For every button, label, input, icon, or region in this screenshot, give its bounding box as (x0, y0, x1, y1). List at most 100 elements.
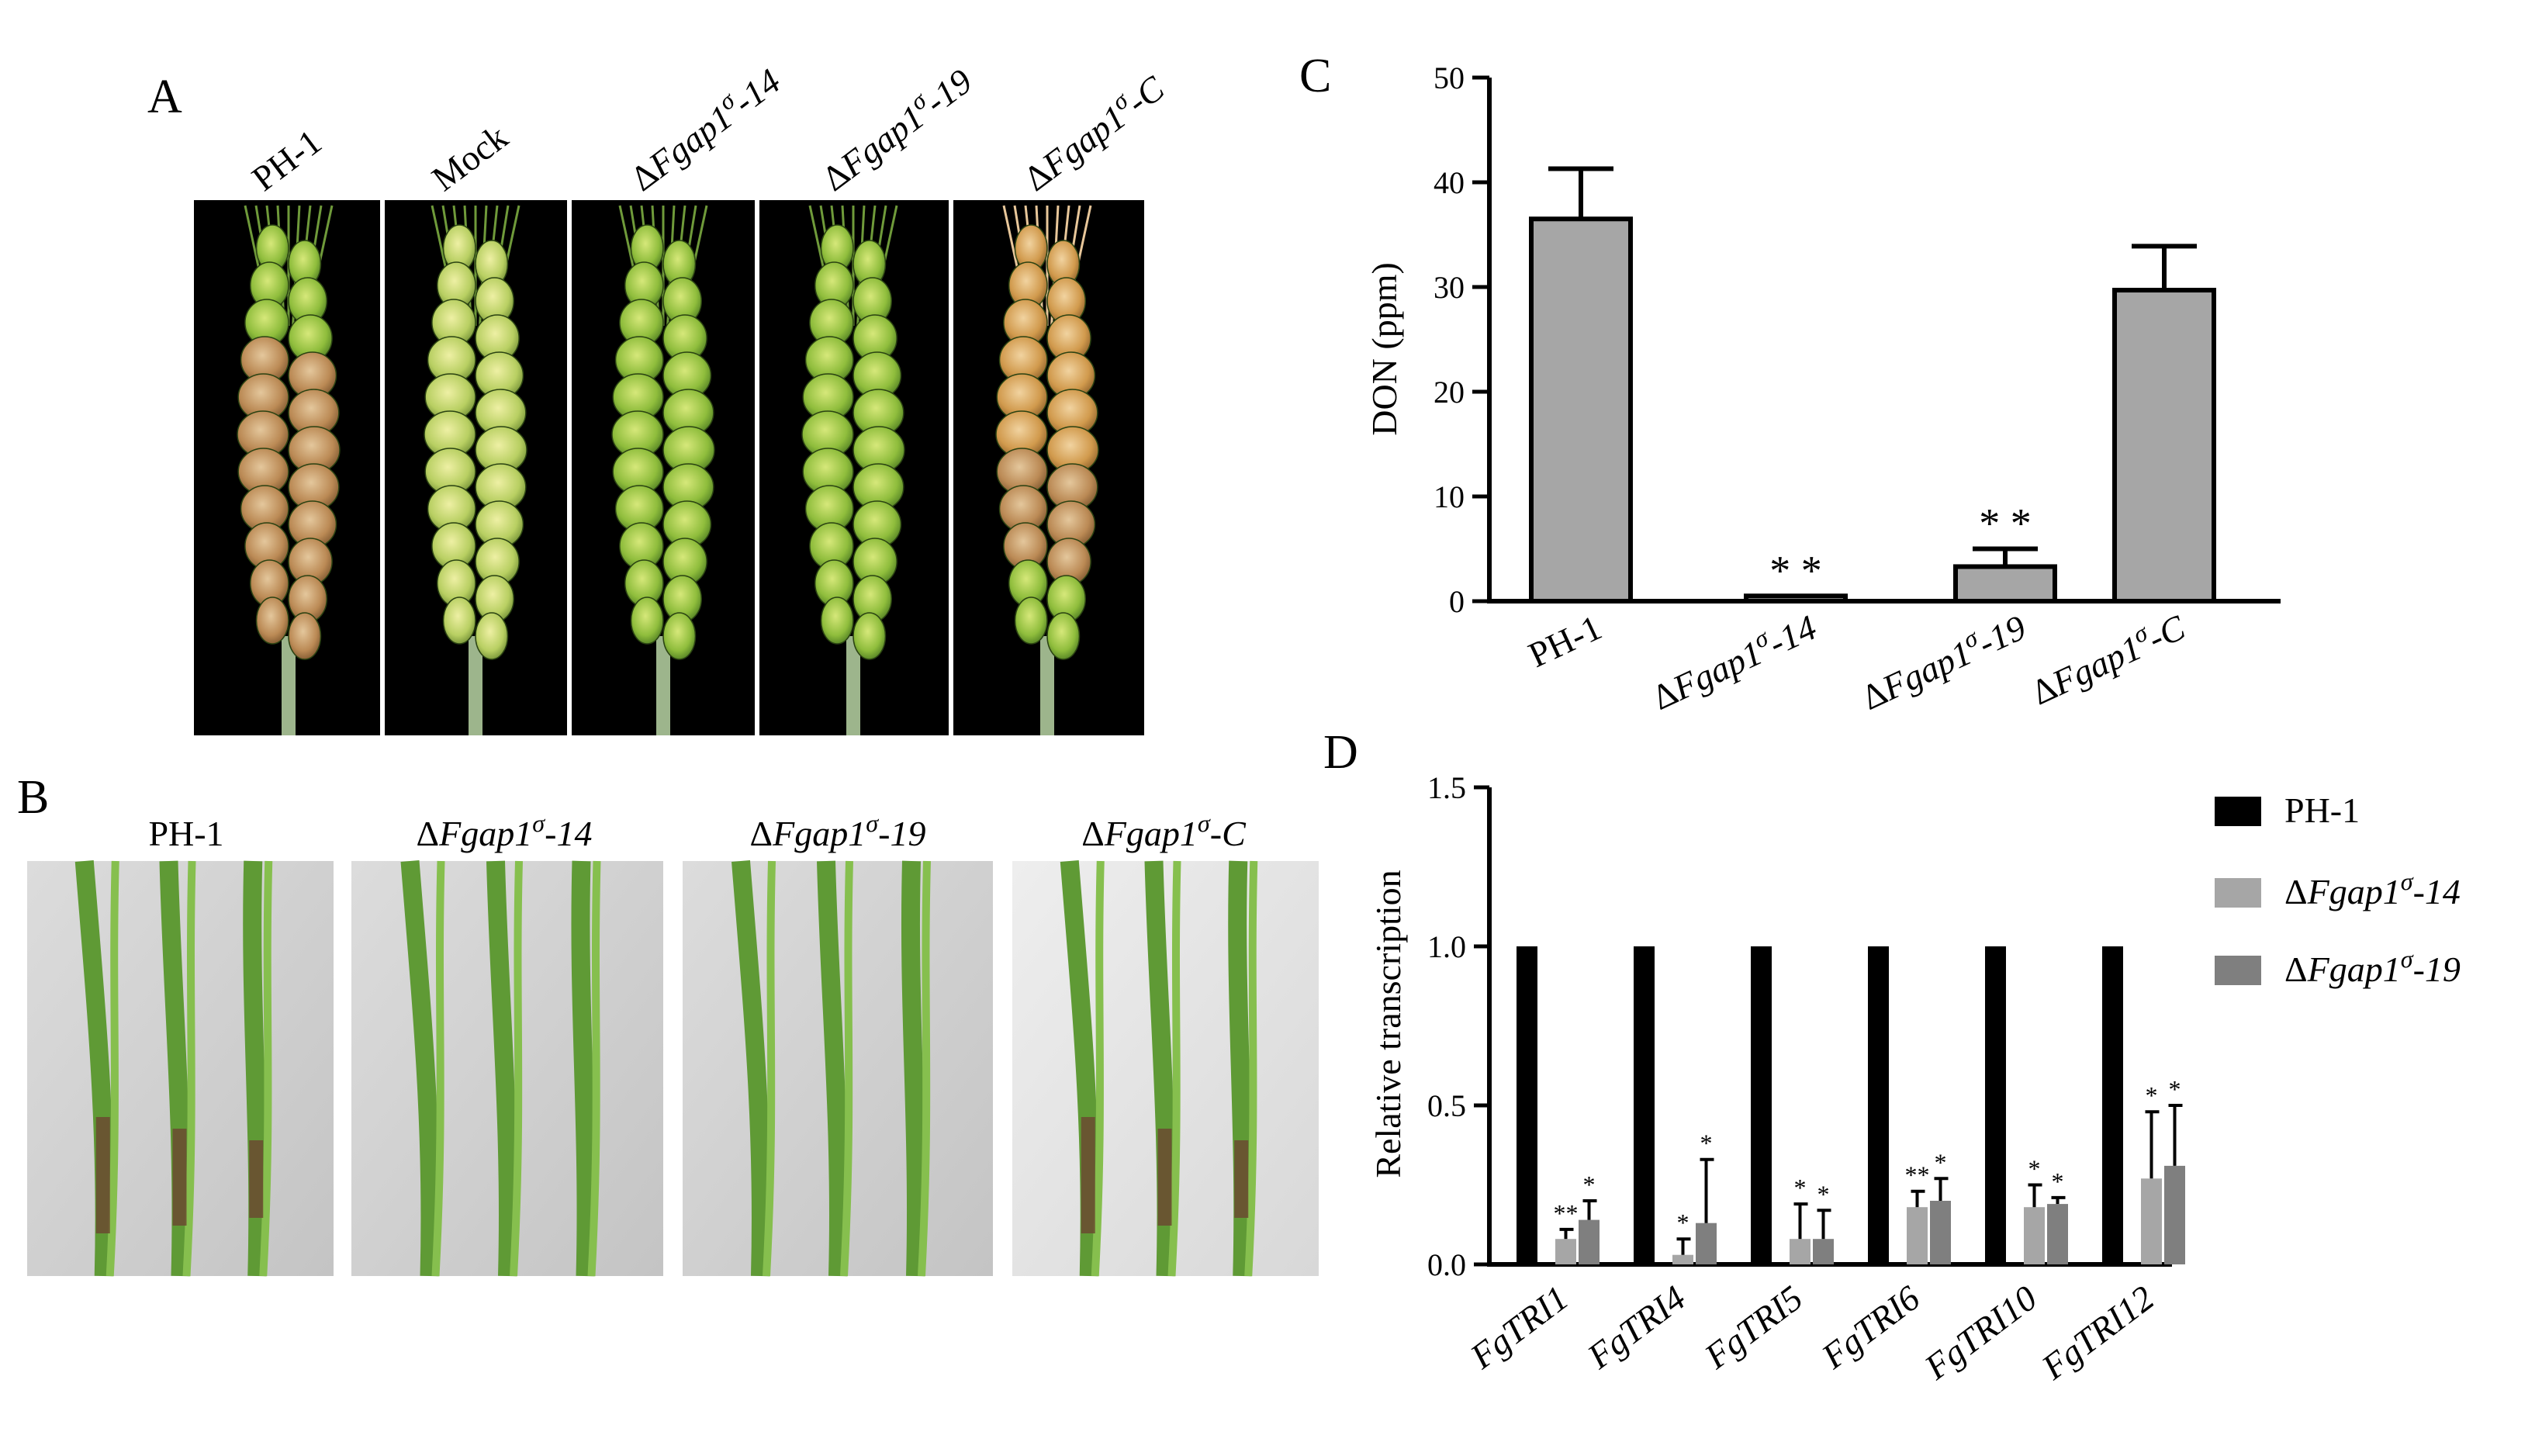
chart-d-bar (1555, 1239, 1576, 1264)
chart-d-significance: ** (1554, 1199, 1579, 1227)
seedling-stem (571, 860, 596, 1277)
chart-d-significance: * (1677, 1209, 1689, 1236)
chart-c-y-label: DON (ppm) (1364, 262, 1404, 436)
chart-d-legend-swatch (2215, 797, 2261, 826)
chart-d-bar (1751, 946, 1772, 1264)
chart-c-y-tick-label: 0 (1449, 584, 1465, 619)
chart-c-significance: * * (1769, 547, 1822, 593)
chart-d-x-tick-label: FgTRI12 (2034, 1278, 2161, 1387)
chart-d-y-tick-label: 0.0 (1427, 1247, 1466, 1282)
stem-lesion (249, 1140, 264, 1218)
chart-d-significance: ** (1905, 1161, 1930, 1189)
stem-lesion (1081, 1117, 1095, 1233)
chart-d-x-tick-label: FgTRI1 (1462, 1278, 1575, 1376)
chart-d-significance: * (2169, 1075, 2181, 1103)
chart-c-y-tick-label: 40 (1434, 165, 1465, 200)
chart-d-y-tick-label: 1.5 (1427, 770, 1466, 805)
chart-c-bar (1529, 216, 1633, 603)
panel-b-label: PH-1 (148, 814, 223, 853)
chart-d-bar (1985, 946, 2006, 1264)
chart-d-significance: * (1817, 1180, 1830, 1208)
wheat-spike (424, 205, 527, 735)
chart-d-legend-label: PH-1 (2284, 790, 2360, 830)
chart-d-bar (1634, 946, 1655, 1264)
chart-d-bar (2164, 1165, 2185, 1264)
chart-d-x-tick-label: FgTRI10 (1917, 1278, 2044, 1387)
chart-c-x-tick-label: ΔFgap1σ-19 (1853, 603, 2032, 718)
chart-d-bar (2024, 1207, 2045, 1264)
panel-a-label: PH-1 (244, 122, 328, 199)
chart-d-bar (2141, 1178, 2162, 1264)
chart-d-bar (2102, 946, 2123, 1264)
chart-d-x-tick-label: FgTRI4 (1579, 1278, 1693, 1376)
wheat-spike (995, 205, 1099, 735)
chart-c-y-tick-label: 20 (1434, 375, 1465, 410)
panel-b-label: ΔFgap1σ-19 (750, 809, 926, 853)
seedling-stem (486, 860, 517, 1277)
chart-d-significance: * (1583, 1171, 1596, 1198)
panel-a-label: ΔFgap1σ-14 (621, 57, 788, 199)
chart-c: 0 10 20 30 40 50 PH-1 * * ΔFgap1σ-14 * * ΔFgap1σ-… (1364, 61, 2281, 718)
panel-a-label: Mock (424, 117, 514, 199)
chart-d-bar (1672, 1254, 1693, 1264)
chart-d-bar (1930, 1201, 1951, 1264)
stem-lesion (1157, 1129, 1172, 1226)
chart-c-significance: * * (1979, 500, 2032, 547)
panel-b-photos (27, 860, 1319, 1277)
chart-c-x-tick-label: PH-1 (1523, 607, 1608, 675)
chart-d-legend-label: ΔFgap1σ-19 (2284, 945, 2461, 989)
chart-d-legend-swatch (2215, 878, 2261, 908)
chart-d-bar (1790, 1239, 1811, 1264)
seedling-stem (901, 860, 926, 1277)
chart-d-x-tick-label: FgTRI5 (1696, 1278, 1810, 1376)
chart-d-bar (1579, 1219, 1600, 1264)
panel-a-label: ΔFgap1σ-19 (812, 57, 980, 199)
wheat-spike (801, 205, 905, 735)
panel-a-photo-strip (194, 200, 1144, 735)
panel-label-d: D (1323, 726, 1358, 779)
panel-label-b: B (17, 771, 49, 824)
chart-c-x-tick-label: ΔFgap1σ-C (2023, 603, 2191, 713)
stem-lesion (1234, 1140, 1249, 1218)
chart-d-bar (1517, 946, 1537, 1264)
chart-d-significance: * (2146, 1081, 2158, 1109)
chart-c-bar (1953, 564, 2057, 604)
chart-d-significance: * (1700, 1129, 1713, 1157)
chart-d-legend-label: ΔFgap1σ-14 (2284, 867, 2461, 911)
seedling-stem (731, 860, 770, 1277)
seedling-stem (817, 860, 848, 1277)
chart-d-significance: * (2028, 1155, 2041, 1183)
chart-c-bar (1744, 593, 1848, 603)
wheat-spike (611, 205, 715, 735)
chart-d-bar (1868, 946, 1889, 1264)
stem-lesion (172, 1129, 187, 1226)
chart-d-significance: * (1935, 1148, 1947, 1176)
chart-d-y-label: Relative transcription (1368, 870, 1408, 1178)
chart-d-bar (1907, 1207, 1928, 1264)
chart-d-x-tick-label: FgTRI6 (1814, 1278, 1927, 1376)
chart-c-bar (2112, 288, 2216, 603)
wheat-spike (237, 205, 341, 735)
chart-d-bar (1696, 1223, 1717, 1264)
chart-d-bar (2047, 1204, 2068, 1264)
seedling-stem (400, 860, 440, 1277)
chart-c-y-tick-label: 10 (1434, 479, 1465, 514)
panel-b-label: ΔFgap1σ-C (1081, 809, 1247, 853)
panel-a-label: ΔFgap1σ-C (1014, 64, 1172, 199)
panel-b-label: ΔFgap1σ-14 (417, 809, 593, 853)
chart-d-bar (1813, 1239, 1834, 1264)
stem-lesion (95, 1117, 110, 1233)
chart-d-legend-swatch (2215, 956, 2261, 985)
chart-d-significance: * (2052, 1167, 2064, 1195)
chart-c-y-tick-label: 30 (1434, 270, 1465, 305)
chart-c-x-tick-label: ΔFgap1σ-14 (1644, 603, 1822, 718)
chart-d: 0.00.51.01.5 ***FgTRI1**FgTRI4* *FgTRI5**… (1368, 770, 2461, 1388)
chart-d-y-tick-label: 1.0 (1427, 929, 1466, 964)
panel-label-a: A (147, 71, 182, 123)
chart-d-legend: PH-1 ΔFgap1σ-14 ΔFgap1σ-19 (2215, 790, 2461, 989)
chart-d-significance: * (1794, 1174, 1807, 1202)
panel-label-c: C (1299, 50, 1331, 102)
chart-d-y-tick-label: 0.5 (1427, 1088, 1466, 1123)
chart-c-y-tick-label: 50 (1434, 61, 1465, 95)
